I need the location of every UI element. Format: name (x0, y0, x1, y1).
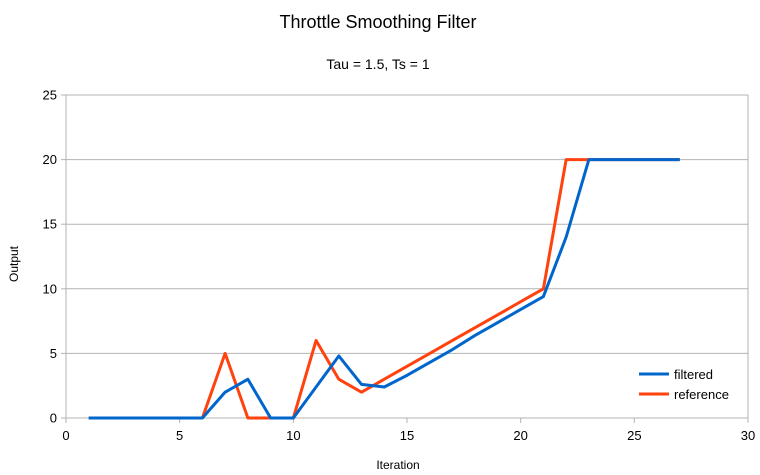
y-tick-label: 15 (43, 217, 57, 232)
x-tick-label: 10 (286, 428, 300, 443)
legend-label-filtered: filtered (674, 367, 713, 382)
x-tick-label: 15 (400, 428, 414, 443)
y-tick-label: 5 (50, 346, 57, 361)
x-tick-label: 0 (62, 428, 69, 443)
tick-labels: 0 5 10 15 20 25 0 5 10 15 20 25 30 (43, 88, 756, 444)
x-tick-label: 5 (176, 428, 183, 443)
y-tick-label: 0 (50, 411, 57, 426)
y-axis-label: Output (7, 245, 21, 282)
y-tick-label: 25 (43, 88, 57, 103)
gridlines (66, 94, 748, 419)
series-line-filtered (88, 158, 680, 420)
y-tick-label: 20 (43, 152, 57, 167)
chart-subtitle: Tau = 1.5, Ts = 1 (326, 56, 429, 72)
chart-title: Throttle Smoothing Filter (279, 12, 476, 32)
y-tick-label: 10 (43, 281, 57, 296)
legend: filtered reference (639, 367, 729, 402)
x-axis-label: Iteration (376, 458, 419, 472)
x-tick-label: 25 (627, 428, 641, 443)
legend-label-reference: reference (674, 387, 729, 402)
x-tick-label: 30 (741, 428, 755, 443)
x-tick-label: 20 (513, 428, 527, 443)
data-series (88, 158, 680, 420)
